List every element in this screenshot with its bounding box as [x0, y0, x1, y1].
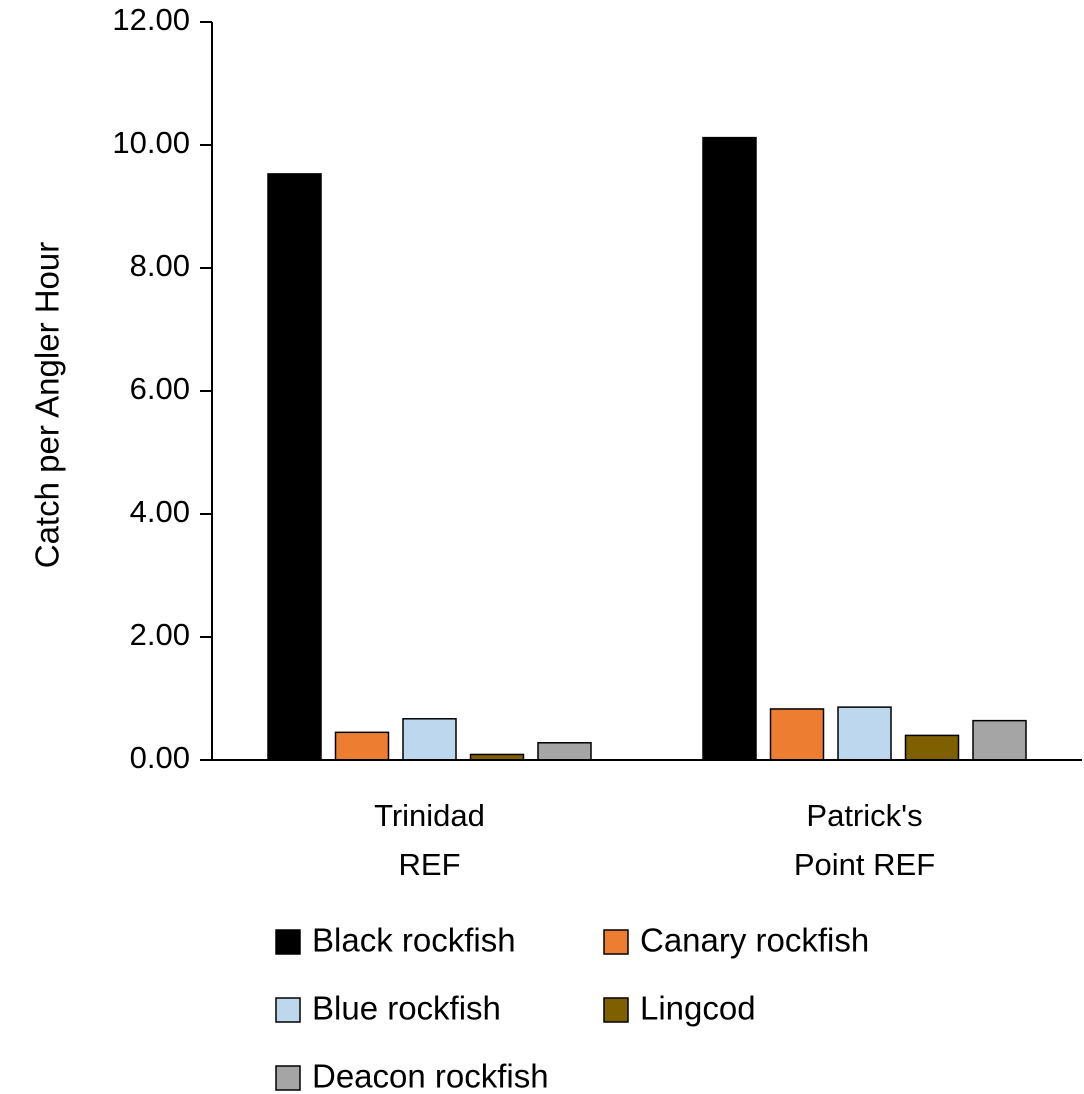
y-tick-label: 8.00 — [130, 248, 190, 283]
y-tick-label: 4.00 — [130, 494, 190, 529]
bar-deacon-rockfish — [972, 719, 1027, 761]
y-axis-ticks: 0.00 2.00 4.00 6.00 8.00 10.00 12.00 — [112, 2, 212, 775]
y-axis-label: Catch per Angler Hour — [29, 242, 66, 569]
category-label: Point REF — [794, 847, 935, 882]
y-tick-label: 0.00 — [130, 740, 190, 775]
legend: Black rockfish Canary rockfish Blue rockfi… — [275, 922, 869, 1094]
legend-swatch — [603, 997, 629, 1023]
bar-deacon-rockfish — [537, 742, 592, 761]
category-label: Trinidad — [374, 798, 485, 833]
category-label: REF — [399, 847, 461, 882]
bar-blue-rockfish — [402, 718, 457, 761]
y-tick-label: 6.00 — [130, 371, 190, 406]
y-tick-label: 12.00 — [112, 2, 190, 37]
category-labels: Trinidad REF Patrick's Point REF — [374, 798, 935, 882]
bars — [267, 136, 1027, 761]
bar-black-rockfish — [702, 136, 757, 761]
category-label: Patrick's — [806, 798, 922, 833]
legend-swatch — [275, 1065, 301, 1091]
legend-label: Blue rockfish — [312, 990, 501, 1027]
bar-black-rockfish — [267, 173, 322, 761]
y-tick-label: 10.00 — [112, 125, 190, 160]
legend-label: Deacon rockfish — [312, 1058, 549, 1094]
legend-swatch — [603, 929, 629, 955]
bar-blue-rockfish — [837, 706, 892, 761]
legend-label: Black rockfish — [312, 922, 516, 959]
y-tick-label: 2.00 — [130, 617, 190, 652]
legend-swatch — [275, 997, 301, 1023]
legend-label: Lingcod — [640, 990, 756, 1027]
axes — [211, 22, 1082, 761]
legend-swatch — [275, 929, 301, 955]
legend-label: Canary rockfish — [640, 922, 869, 959]
bar-lingcod — [904, 734, 960, 761]
bar-canary-rockfish — [334, 731, 390, 761]
bar-canary-rockfish — [769, 708, 825, 761]
